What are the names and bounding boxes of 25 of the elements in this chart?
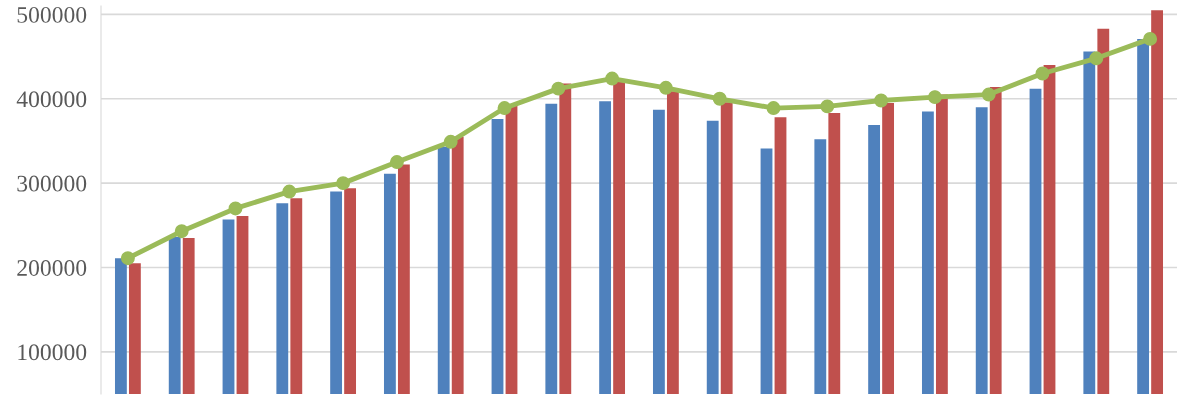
point	[120, 251, 135, 266]
point	[820, 99, 835, 114]
point	[1143, 31, 1158, 46]
point	[551, 81, 566, 96]
point	[658, 80, 673, 95]
y-tick-label: 400000	[16, 91, 87, 108]
point	[336, 176, 351, 191]
point	[981, 87, 996, 102]
y-tick-label: 100000	[18, 344, 87, 361]
point	[766, 101, 781, 116]
point	[443, 134, 458, 149]
point	[174, 224, 189, 239]
point	[497, 101, 512, 116]
y-tick-label: 500000	[17, 6, 87, 23]
point	[605, 71, 620, 86]
point	[1089, 51, 1104, 66]
point	[874, 93, 889, 108]
y-tick-label: 300000	[17, 175, 87, 192]
point	[712, 91, 727, 106]
point	[389, 155, 404, 169]
point	[282, 184, 297, 199]
point	[228, 201, 243, 216]
point	[1035, 66, 1050, 81]
point	[927, 90, 942, 105]
y-tick-label: 200000	[17, 259, 87, 276]
